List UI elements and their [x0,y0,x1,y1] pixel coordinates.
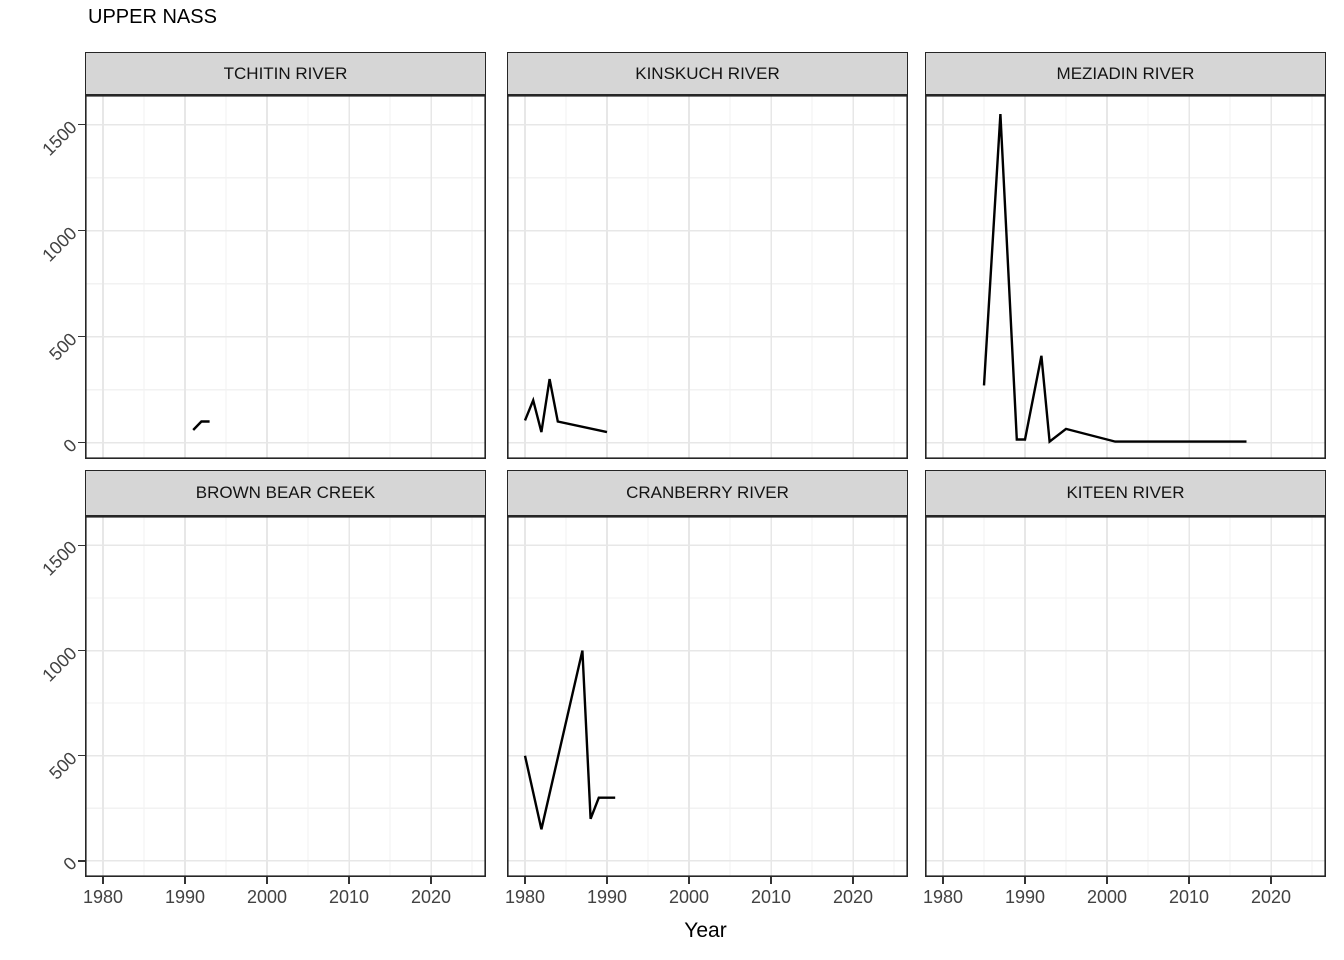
x-axis-tick [606,877,608,884]
y-axis-tick [78,229,85,232]
x-axis-tick [102,877,104,884]
data-line [523,378,608,434]
x-axis-tick [942,877,944,884]
y-axis-tick-label: 1000 [38,642,81,686]
data-line [192,420,210,431]
y-axis-tick-label: 500 [45,747,81,784]
x-axis-tick-label: 1990 [165,887,206,907]
y-axis-tick-label: 1500 [38,116,81,160]
x-axis-tick-label: 1980 [83,887,124,907]
x-axis-tick [184,877,186,884]
x-axis-tick [1188,877,1190,884]
x-axis-title: Year [684,919,727,942]
y-axis-tick [78,544,85,547]
x-axis-tick-label: 2010 [1169,887,1210,907]
panel-svg [925,95,1326,459]
panel-svg [507,516,908,877]
x-axis-tick [430,877,432,884]
x-axis-tick-label: 2010 [751,887,792,907]
facet-strip-label: KITEEN RIVER [925,470,1326,516]
x-axis-tick-label: 2020 [1251,887,1292,907]
x-axis-tick-label: 1980 [505,887,546,907]
y-axis-tick [78,123,85,126]
y-axis-tick [78,441,85,444]
facet-panel [925,95,1326,459]
y-axis-tick [78,649,85,652]
y-axis-tick-label: 1500 [38,537,81,580]
panel-svg [85,516,486,877]
facet-strip-label: TCHITIN RIVER [85,52,486,95]
y-axis-tick-label: 0 [59,434,81,456]
data-line [982,114,1247,444]
y-axis-tick [78,335,85,338]
data-line [523,650,616,830]
x-axis-tick [1024,877,1026,884]
x-axis-tick [1106,877,1108,884]
x-axis-tick [770,877,772,884]
x-axis-tick-label: 2000 [669,887,710,907]
facet-strip-label: KINSKUCH RIVER [507,52,908,95]
x-axis-tick-label: 2000 [1087,887,1128,907]
panel-svg [85,95,486,459]
x-axis-tick-label: 2000 [247,887,288,907]
x-axis-tick [688,877,690,884]
facet-panel [925,516,1326,877]
facet-panel [85,95,486,459]
facet-strip-label: BROWN BEAR CREEK [85,470,486,516]
x-axis-tick [348,877,350,884]
y-axis-tick [78,860,85,862]
figure-title: UPPER NASS [88,6,217,28]
x-axis-tick-label: 2020 [833,887,874,907]
x-axis-tick [524,877,526,884]
y-axis-tick-label: 1000 [38,222,81,266]
panel-svg [925,516,1326,877]
y-axis-tick [78,754,85,757]
x-axis-tick-label: 1980 [923,887,964,907]
x-axis-tick [1270,877,1272,884]
x-axis-tick [852,877,854,884]
facet-panel [507,516,908,877]
facet-panel [507,95,908,459]
facet-panel [85,516,486,877]
x-axis-tick-label: 1990 [587,887,628,907]
x-axis-tick-label: 1990 [1005,887,1046,907]
x-axis-tick-label: 2010 [329,887,370,907]
y-axis-tick-label: 500 [45,328,81,365]
facet-strip-label: MEZIADIN RIVER [925,52,1326,95]
x-axis-tick [266,877,268,884]
facet-strip-label: CRANBERRY RIVER [507,470,908,516]
panel-svg [507,95,908,459]
x-axis-tick-label: 2020 [411,887,452,907]
